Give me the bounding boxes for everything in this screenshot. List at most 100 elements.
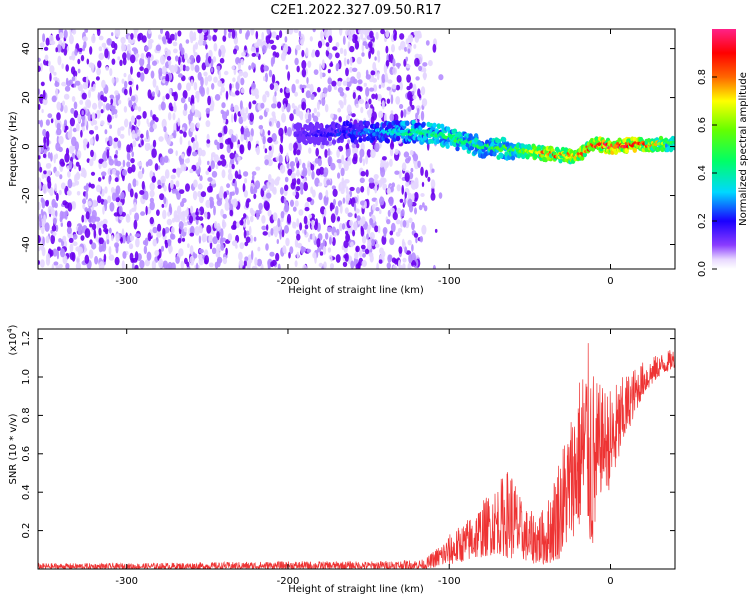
spectrogram-noise-point bbox=[262, 94, 267, 103]
spectrogram-noise-point bbox=[318, 192, 323, 201]
spectrogram-noise-point bbox=[377, 225, 381, 234]
spectrogram-ridge-halo bbox=[558, 158, 563, 164]
spectrogram-noise-point bbox=[91, 199, 98, 208]
spectrogram-noise-point bbox=[137, 161, 143, 167]
spectrogram-noise-point bbox=[212, 34, 217, 42]
spectrogram-noise-point bbox=[53, 76, 58, 81]
spectrogram-noise-point bbox=[316, 101, 320, 111]
spectrogram-noise-point bbox=[335, 52, 340, 59]
spectrogram-noise-point bbox=[216, 194, 219, 200]
spectrogram-noise-point bbox=[373, 174, 379, 180]
spectrogram-noise-point bbox=[264, 72, 268, 83]
spectrogram-noise-point bbox=[132, 140, 137, 148]
spectrogram-noise-point bbox=[81, 214, 85, 223]
spectrogram-noise-point bbox=[182, 90, 188, 99]
spectrogram-noise-point bbox=[284, 36, 288, 43]
spectrogram-noise-point bbox=[313, 221, 318, 231]
spectrogram-noise-point bbox=[420, 110, 425, 121]
spectrogram-noise-point bbox=[173, 48, 178, 54]
spectrogram-noise-point bbox=[39, 119, 44, 128]
spectrogram-noise-point bbox=[101, 42, 107, 48]
spectrogram-noise-point bbox=[329, 62, 334, 67]
spectrogram-noise-point bbox=[397, 227, 403, 233]
spectrogram-noise-point bbox=[216, 231, 220, 239]
spectrogram-noise-point bbox=[129, 235, 135, 242]
spectrogram-noise-point bbox=[216, 243, 221, 252]
spectrogram-noise-point bbox=[367, 240, 372, 250]
spectrogram-noise-point bbox=[267, 130, 271, 136]
spectrogram-noise-point bbox=[399, 33, 405, 40]
spectrogram-noise-point bbox=[108, 246, 112, 256]
spectrogram-noise-point bbox=[60, 161, 66, 167]
spectrogram-noise-point bbox=[39, 219, 42, 229]
spectrogram-noise-point bbox=[349, 186, 355, 192]
spectrogram-noise-point bbox=[303, 181, 308, 192]
spectrogram-noise-point bbox=[201, 62, 207, 71]
spectrogram-noise-point bbox=[123, 72, 127, 78]
spectrogram-noise-point bbox=[271, 44, 277, 51]
spectrogram-noise-point bbox=[206, 224, 212, 234]
spectrogram-noise-point bbox=[380, 162, 384, 168]
spectrogram-noise-point bbox=[403, 197, 407, 205]
spectrogram-noise-point bbox=[205, 199, 211, 209]
spectrogram-noise-point bbox=[54, 170, 60, 177]
spectrogram-noise-point bbox=[377, 54, 381, 63]
spectrogram-noise-point bbox=[220, 154, 225, 160]
spectrogram-noise-point bbox=[307, 166, 312, 177]
spectrogram-noise-point bbox=[177, 173, 180, 178]
spectrogram-noise-point bbox=[204, 211, 208, 220]
spectrogram-noise-point bbox=[396, 184, 401, 192]
spectrogram-noise-point bbox=[242, 183, 246, 193]
spectrogram-noise-point bbox=[38, 104, 41, 110]
spectrogram-noise-point bbox=[96, 67, 101, 76]
spectrogram-noise-point bbox=[185, 39, 190, 44]
spectrogram-noise-point bbox=[214, 261, 219, 269]
spectrogram-noise-point bbox=[366, 185, 370, 196]
spectrogram-noise-point bbox=[185, 65, 190, 72]
spectrogram-noise-point bbox=[306, 77, 309, 84]
spectrogram-noise-point bbox=[387, 209, 391, 217]
spectrogram-noise-point bbox=[64, 85, 71, 92]
spectrogram-noise-point bbox=[401, 162, 407, 172]
spectrogram-noise-point bbox=[180, 97, 186, 104]
spectrogram-noise-point bbox=[168, 59, 172, 66]
spectrogram-noise-point bbox=[272, 212, 278, 222]
spectrogram-noise-point bbox=[68, 34, 74, 45]
spectrogram-noise-point bbox=[235, 90, 240, 96]
spectrogram-noise-point bbox=[400, 40, 406, 50]
spectrogram-noise-point bbox=[313, 69, 319, 75]
spectrogram-noise-point bbox=[70, 66, 76, 75]
spectrogram-noise-point bbox=[306, 248, 312, 253]
spectrogram-noise-point bbox=[63, 240, 68, 248]
spectrogram-noise-point bbox=[62, 200, 68, 206]
spectrogram-ridge-halo bbox=[336, 123, 341, 129]
spectrogram-noise-point bbox=[309, 83, 314, 94]
spectrogram-noise-point bbox=[42, 33, 46, 43]
spectrogram-noise-point bbox=[410, 179, 416, 189]
spectrogram-noise-point bbox=[352, 229, 356, 237]
spectrogram-noise-point bbox=[304, 113, 309, 120]
spectrogram-x-ticks: -300 -200 -100 0 bbox=[115, 29, 614, 287]
spectrogram-noise-point bbox=[205, 170, 210, 176]
spectrogram-noise-point bbox=[237, 75, 241, 84]
spectrogram-ridge-halo bbox=[317, 123, 323, 129]
spectrogram-noise-point bbox=[360, 106, 364, 114]
spectrogram-noise-point bbox=[408, 217, 413, 224]
spectrogram-noise-point bbox=[254, 257, 258, 266]
spectrogram-noise-point bbox=[412, 94, 417, 100]
spectrogram-noise-point bbox=[287, 168, 293, 176]
spectrogram-noise-point bbox=[110, 234, 114, 242]
spectrogram-noise-point bbox=[204, 259, 208, 265]
spectrogram-noise-point bbox=[102, 218, 108, 225]
spectrogram-noise-point bbox=[71, 146, 76, 151]
spectrogram-noise-point bbox=[200, 87, 205, 92]
spectrogram-noise-point bbox=[264, 148, 268, 154]
spectrogram-noise-point bbox=[72, 29, 77, 35]
spectrogram-ridge-halo bbox=[362, 136, 367, 142]
spectrogram-noise-point bbox=[193, 253, 198, 259]
spectrogram-noise-point bbox=[128, 243, 134, 250]
spectrogram-noise-point bbox=[250, 128, 254, 138]
spectrogram-noise-point bbox=[319, 251, 324, 256]
spectrogram-noise-point bbox=[111, 96, 117, 107]
spectrogram-noise-point bbox=[316, 168, 321, 176]
